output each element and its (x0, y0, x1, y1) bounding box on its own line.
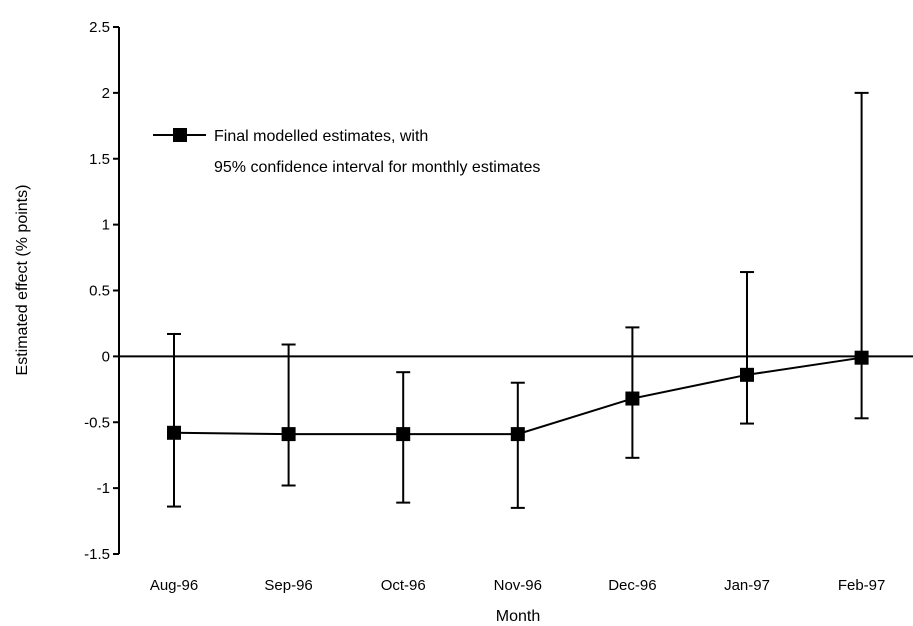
data-point (625, 391, 640, 406)
y-tick-label: 0.5 (89, 283, 110, 300)
data-markers (167, 350, 869, 442)
data-point (740, 367, 754, 382)
x-tick-label: Feb-97 (838, 577, 886, 594)
data-point (510, 427, 525, 442)
y-tick-label: 2 (102, 85, 110, 102)
x-axis-labels: Aug-96 Sep-96 Oct-96 Nov-96 Dec-96 Jan-97 Feb-… (150, 577, 886, 594)
y-tick-label: 2.5 (89, 19, 110, 36)
data-point (854, 350, 869, 365)
data-point (396, 427, 411, 442)
y-tick-label: -1.5 (84, 546, 110, 563)
y-tick-label: 0 (102, 348, 110, 365)
x-tick-label: Dec-96 (608, 577, 656, 594)
x-tick-label: Jan-97 (724, 577, 770, 594)
legend-marker-sample (173, 128, 187, 142)
y-tick-label: -1 (97, 480, 110, 497)
x-tick-label: Nov-96 (494, 577, 542, 594)
legend-label-line-2: 95% confidence interval for monthly esti… (214, 159, 540, 176)
legend: Final modelled estimates, with 95% confi… (153, 128, 540, 176)
y-axis: -1.5 -1 -0.5 0 0.5 1 1.5 2 2.5 (84, 19, 120, 563)
x-tick-label: Oct-96 (381, 577, 426, 594)
data-point (167, 425, 181, 440)
y-tick-label: 1.5 (89, 151, 110, 168)
y-tick-label: -0.5 (84, 414, 110, 431)
y-axis-title: Estimated effect (% points) (14, 185, 31, 376)
confidence-intervals (167, 91, 869, 509)
data-point (281, 427, 296, 442)
x-tick-label: Sep-96 (264, 577, 312, 594)
x-axis-title: Month (496, 608, 540, 625)
legend-label-line-1: Final modelled estimates, with (214, 128, 428, 145)
y-tick-label: 1 (102, 217, 110, 234)
x-tick-label: Aug-96 (150, 577, 198, 594)
